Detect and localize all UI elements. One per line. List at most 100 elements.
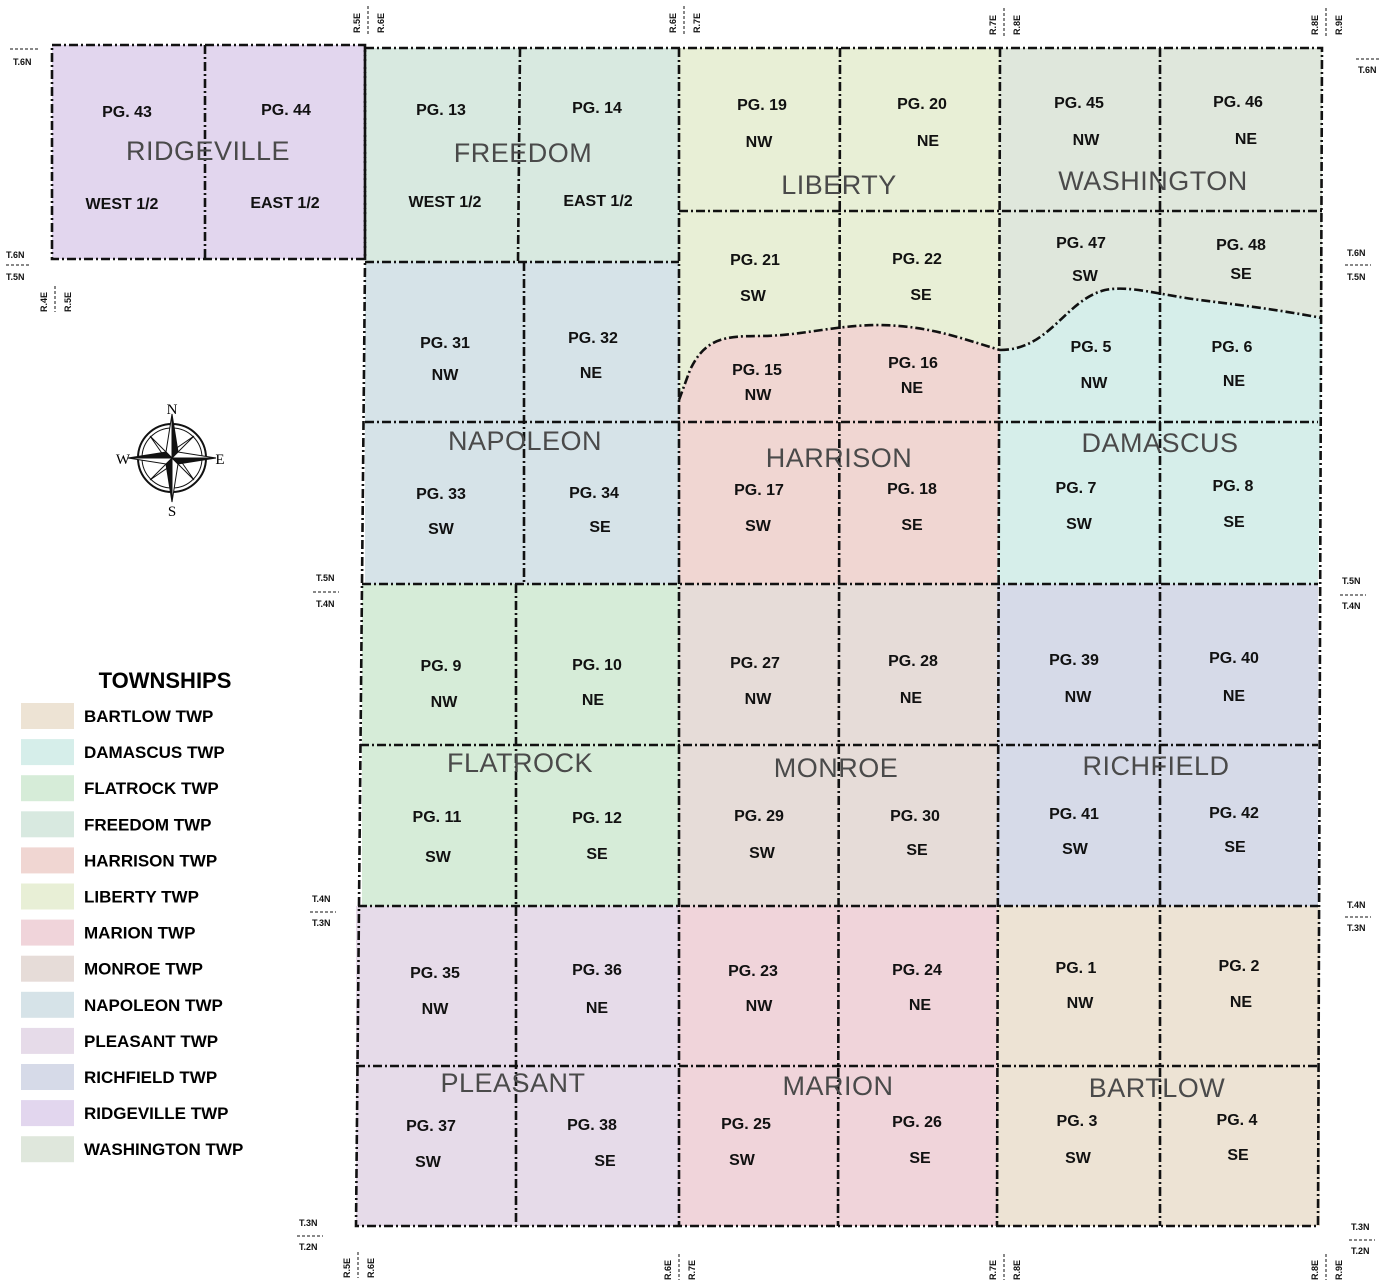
page-label[interactable]: PG. 37 (406, 1118, 456, 1135)
page-label[interactable]: PG. 16 (888, 355, 938, 372)
page-label[interactable]: PG. 14 (572, 100, 622, 117)
legend-item: PLEASANT TWP (21, 1027, 218, 1054)
page-label[interactable]: PG. 35 (410, 965, 460, 982)
page-label[interactable]: PG. 30 (890, 808, 940, 825)
page-label[interactable]: PG. 1 (1056, 960, 1097, 977)
page-label[interactable]: PG. 41 (1049, 806, 1099, 823)
legend-label: RIDGEVILLE TWP (84, 1104, 229, 1123)
page-label[interactable]: PG. 32 (568, 330, 618, 347)
page-label[interactable]: PG. 47 (1056, 235, 1106, 252)
page-label[interactable]: PG. 2 (1219, 958, 1260, 975)
page-label[interactable]: PG. 31 (420, 335, 470, 352)
township-name-harrison: HARRISON (766, 443, 913, 473)
page-quarter: EAST 1/2 (563, 193, 632, 210)
page-label[interactable]: PG. 40 (1209, 650, 1259, 667)
page-label[interactable]: PG. 17 (734, 482, 784, 499)
range-label-r8e: R.8E (1310, 1260, 1320, 1280)
page-quarter: NE (917, 133, 940, 150)
range-label-r6e: R.6E (366, 1258, 376, 1278)
township-name-damascus: DAMASCUS (1081, 428, 1238, 458)
page-quarter: SE (901, 517, 923, 534)
page-label[interactable]: PG. 11 (413, 809, 462, 826)
range-marker-top-r5e-r6e: R.5E R.6E (352, 6, 386, 34)
page-quarter: NE (901, 380, 924, 397)
page-label[interactable]: PG. 4 (1217, 1112, 1258, 1129)
page-label[interactable]: PG. 28 (888, 653, 938, 670)
page-label[interactable]: PG. 5 (1071, 339, 1112, 356)
legend-item: LIBERTY TWP (21, 883, 199, 910)
page-label[interactable]: PG. 45 (1054, 95, 1104, 112)
township-name-flatrock: FLATROCK (447, 748, 593, 778)
range-label-r5e: R.5E (63, 292, 73, 312)
page-label[interactable]: PG. 46 (1213, 94, 1263, 111)
page-quarter: WEST 1/2 (409, 194, 482, 211)
tier-label-t5n: T.5N (1342, 576, 1361, 586)
page-label[interactable]: PG. 27 (730, 655, 780, 672)
page-label[interactable]: PG. 33 (416, 486, 466, 503)
page-label[interactable]: PG. 9 (421, 658, 462, 675)
page-label[interactable]: PG. 34 (569, 485, 619, 502)
page-quarter: SE (589, 519, 611, 536)
legend-item: MONROE TWP (21, 955, 203, 982)
page-label[interactable]: PG. 19 (737, 97, 787, 114)
page-label[interactable]: PG. 44 (261, 102, 311, 119)
page-quarter: SW (740, 288, 767, 305)
page-label[interactable]: PG. 12 (572, 810, 622, 827)
legend-swatch (21, 703, 74, 729)
page-quarter: NE (900, 690, 923, 707)
page-label[interactable]: PG. 38 (567, 1117, 617, 1134)
page-label[interactable]: PG. 43 (102, 104, 152, 121)
range-label-r7e: R.7E (988, 15, 998, 35)
page-label[interactable]: PG. 18 (887, 481, 937, 498)
tier-label-t6n: T.6N (1358, 65, 1377, 75)
page-label[interactable]: PG. 39 (1049, 652, 1099, 669)
range-marker-top-r6e-r7e: R.6E R.7E (668, 6, 702, 34)
freedom-area[interactable] (365, 48, 679, 262)
legend-swatch (21, 883, 74, 910)
page-label[interactable]: PG. 48 (1216, 237, 1266, 254)
page-quarter: SW (1065, 1150, 1092, 1167)
page-label[interactable]: PG. 22 (892, 251, 942, 268)
legend-swatch (21, 919, 74, 946)
page-label[interactable]: PG. 36 (572, 962, 622, 979)
page-label[interactable]: PG. 26 (892, 1114, 942, 1131)
damascus-area[interactable] (997, 288, 1322, 584)
page-quarter: EAST 1/2 (250, 195, 319, 212)
range-labels: R.5E R.6E R.6E R.7E R.7E R.8E R.8E R.9E … (39, 6, 1344, 1280)
page-label[interactable]: PG. 7 (1056, 480, 1097, 497)
page-quarter: NE (582, 692, 605, 709)
page-label[interactable]: PG. 3 (1057, 1113, 1098, 1130)
page-label[interactable]: PG. 42 (1209, 805, 1259, 822)
page-quarter: SE (1230, 266, 1252, 283)
page-label[interactable]: PG. 25 (721, 1116, 771, 1133)
township-names: RIDGEVILLE FREEDOM LIBERTY WASHINGTON NA… (126, 136, 1247, 1103)
page-label[interactable]: PG. 23 (728, 963, 778, 980)
page-label[interactable]: PG. 20 (897, 96, 947, 113)
tier-label-t3n: T.3N (1351, 1222, 1370, 1232)
legend-label: RICHFIELD TWP (84, 1068, 217, 1087)
page-quarter: NE (1223, 373, 1246, 390)
legend-item: MARION TWP (21, 919, 195, 946)
ridgeville-area[interactable] (52, 45, 365, 259)
legend-swatch (21, 1100, 74, 1127)
page-quarter: SW (1072, 268, 1099, 285)
legend-label: WASHINGTON TWP (84, 1140, 243, 1159)
page-quarter: SE (1227, 1147, 1249, 1164)
page-label[interactable]: PG. 15 (732, 362, 782, 379)
page-label[interactable]: PG. 10 (572, 657, 622, 674)
page-label[interactable]: PG. 21 (730, 252, 780, 269)
page-label[interactable]: PG. 13 (416, 102, 466, 119)
page-label[interactable]: PG. 8 (1213, 478, 1254, 495)
page-quarter: SE (910, 287, 932, 304)
page-label[interactable]: PG. 6 (1212, 339, 1253, 356)
range-label-r7e: R.7E (687, 1260, 697, 1280)
harrison-area[interactable] (679, 325, 1000, 584)
page-label[interactable]: PG. 29 (734, 808, 784, 825)
washington-area[interactable] (1000, 48, 1322, 350)
legend-label: FREEDOM TWP (84, 815, 212, 834)
page-label[interactable]: PG. 24 (892, 962, 942, 979)
page-quarter: WEST 1/2 (86, 196, 159, 213)
township-tier-labels: T.6N T.6N T.5N T.6N T.6N T.5N T.5N T.4N … (6, 48, 1380, 1256)
legend-item: BARTLOW TWP (21, 703, 213, 729)
